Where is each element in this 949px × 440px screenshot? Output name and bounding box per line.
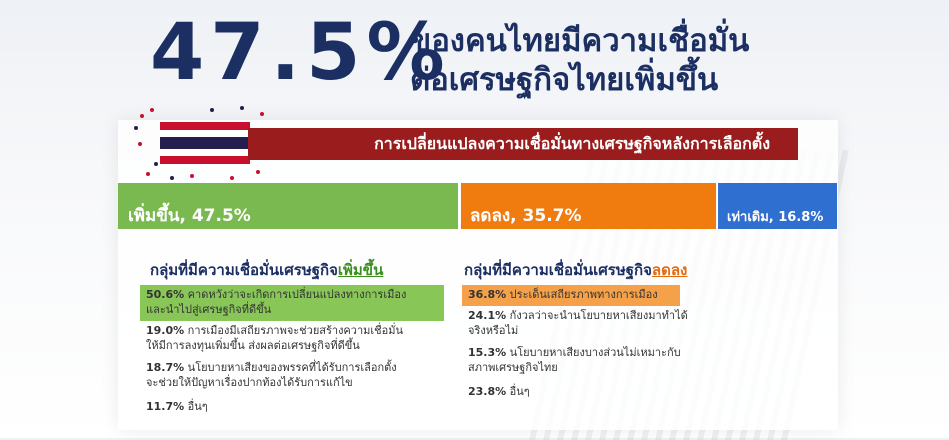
decrease-heading-emphasis: ลดลง	[651, 261, 688, 279]
confidence-bar-chart: เพิ่มขึ้น, 47.5% ลดลง, 35.7% เท่าเดิม, 16.…	[118, 183, 838, 229]
reason-text: นโยบายหาเสียงบางส่วนไม่เหมาะกับ	[509, 346, 681, 359]
bar-label-2: เท่าเดิม, 16.8%	[727, 210, 823, 225]
headline-line-1: ของคนไทยมีความเชื่อมั่น	[410, 23, 750, 59]
increase-heading-emphasis: เพิ่มขึ้น	[337, 261, 384, 279]
increase-reason-1: 50.6% คาดหวังว่าจะเกิดการเปลี่ยนแปลงทางก…	[140, 285, 444, 321]
decrease-reason-4: 23.8% อื่นๆ	[468, 385, 728, 400]
headline-text: ของคนไทยมีความเชื่อมั่น ต่อเศรษฐกิจไทยเพ…	[410, 22, 800, 100]
reason-text-line2: จะช่วยให้ปัญหาเรื่องปากท้องได้รับการแก้ไ…	[146, 375, 353, 389]
reason-text: กังวลว่าจะนำนโยบายหาเสียงมาทำได้	[509, 309, 688, 322]
decrease-reason-2: 24.1% กังวลว่าจะนำนโยบายหาเสียงมาทำได้ จ…	[468, 309, 728, 339]
headline-line-2: ต่อเศรษฐกิจไทยเพิ่มขึ้น	[410, 61, 719, 98]
reason-pct: 24.1%	[468, 309, 507, 322]
decrease-heading-prefix: กลุ่มที่มีความเชื่อมั่นเศรษฐกิจ	[464, 261, 652, 279]
bar-segment-1	[461, 183, 717, 229]
decrease-reason-1: 36.8% ประเด็นเสถียรภาพทางการเมือง	[462, 285, 680, 306]
increase-reason-2: 19.0% การเมืองมีเสถียรภาพจะช่วยสร้างความ…	[146, 324, 446, 354]
reason-pct: 15.3%	[468, 346, 507, 359]
headline-percent: 47.5%	[150, 8, 451, 98]
stacked-bar-svg: เพิ่มขึ้น, 47.5% ลดลง, 35.7% เท่าเดิม, 16.…	[118, 183, 837, 229]
increase-reason-4: 11.7% อื่นๆ	[146, 400, 446, 415]
reason-text: นโยบายหาเสียงของพรรคที่ได้รับการเลือกตั้…	[187, 361, 397, 374]
section-banner: การเปลี่ยนแปลงความเชื่อมั่นทางเศรษฐกิจหล…	[248, 128, 798, 160]
increase-group-heading: กลุ่มที่มีความเชื่อมั่นเศรษฐกิจเพิ่มขึ้น	[150, 258, 383, 282]
reason-pct: 19.0%	[146, 324, 185, 337]
content-panel	[118, 120, 838, 430]
reason-pct: 36.8%	[468, 288, 507, 301]
reason-text: คาดหวังว่าจะเกิดการเปลี่ยนแปลงทางการเมือ…	[187, 288, 407, 301]
bar-segment-2	[718, 183, 837, 229]
reason-pct: 18.7%	[146, 361, 185, 374]
increase-heading-prefix: กลุ่มที่มีความเชื่อมั่นเศรษฐกิจ	[150, 261, 338, 279]
reason-text: อื่นๆ	[187, 400, 208, 413]
reason-text: อื่นๆ	[509, 385, 530, 398]
reason-text-line2: สภาพเศรษฐกิจไทย	[468, 360, 558, 374]
bar-label-1: ลดลง, 35.7%	[470, 206, 582, 226]
bar-segment-0	[118, 183, 458, 229]
reason-text-line2: ให้มีการลงทุนเพิ่มขึ้น ส่งผลต่อเศรษฐกิจท…	[146, 338, 360, 352]
increase-reason-3: 18.7% นโยบายหาเสียงของพรรคที่ได้รับการเล…	[146, 361, 446, 391]
decrease-reason-3: 15.3% นโยบายหาเสียงบางส่วนไม่เหมาะกับ สภ…	[468, 346, 728, 376]
reason-text: ประเด็นเสถียรภาพทางการเมือง	[509, 288, 658, 301]
decrease-group-heading: กลุ่มที่มีความเชื่อมั่นเศรษฐกิจลดลง	[464, 258, 687, 282]
reason-text: การเมืองมีเสถียรภาพจะช่วยสร้างความเชื่อม…	[187, 324, 403, 337]
reason-text-line2: จริงหรือไม่	[468, 323, 519, 337]
bar-label-0: เพิ่มขึ้น, 47.5%	[128, 202, 251, 226]
reason-pct: 50.6%	[146, 288, 185, 301]
reason-pct: 23.8%	[468, 385, 507, 398]
reason-pct: 11.7%	[146, 400, 185, 413]
reason-text-line2: และนำไปสู่เศรษฐกิจที่ดีขึ้น	[146, 302, 272, 316]
